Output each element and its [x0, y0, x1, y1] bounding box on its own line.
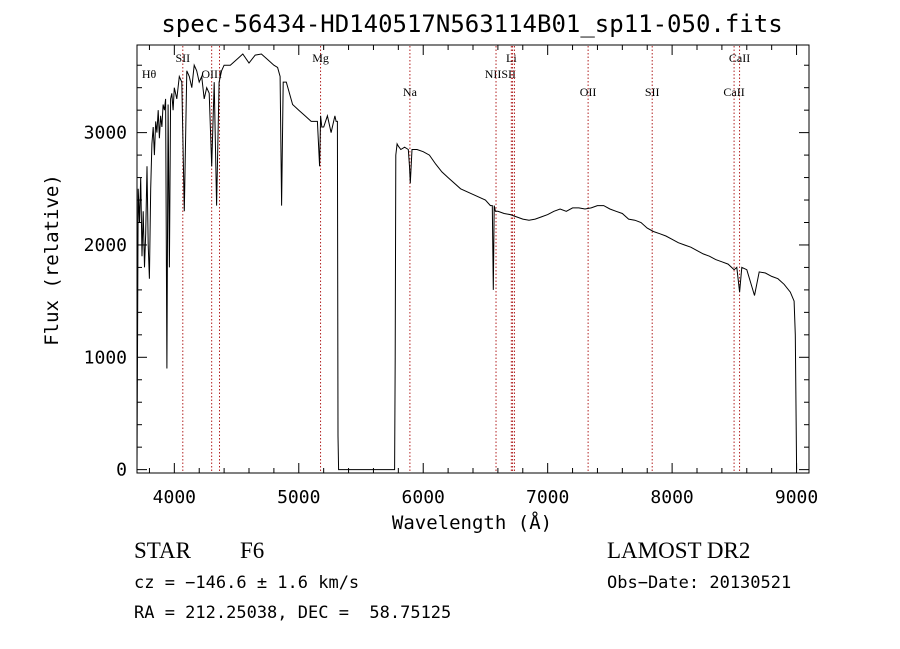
y-axis-label: Flux (relative) — [41, 174, 63, 346]
x-axis: 4000 5000 6000 7000 8000 9000 — [148, 45, 818, 508]
chart-title: spec-56434-HD140517N563114B01_sp11-050.f… — [161, 10, 782, 38]
x-tick-label-6000: 6000 — [402, 487, 445, 508]
spectral-line-label-13: CaII — [729, 51, 750, 65]
series-line-flux — [136, 53, 798, 471]
spectral-line-label-7: NIISII — [485, 67, 516, 81]
plot-frame — [136, 44, 810, 474]
spectral-line-label-5: Na — [403, 85, 418, 99]
y-tick-label-3000: 3000 — [84, 123, 127, 144]
spectral-line-markers: Hθ SII OIII Mg Na Li NIISII OII SII CaII CaII — [142, 46, 750, 472]
radial-velocity: cz = −146.6 ± 1.6 km/s — [134, 573, 360, 593]
series-layer — [136, 53, 798, 471]
spectral-line-label-1: SII — [175, 51, 190, 65]
spectral-line-label-11: OII — [580, 85, 597, 99]
object-class: STAR — [134, 538, 191, 563]
x-tick-label-9000: 9000 — [775, 487, 818, 508]
x-tick-label-8000: 8000 — [650, 487, 693, 508]
x-tick-label-7000: 7000 — [526, 487, 569, 508]
coordinates: RA = 212.25038, DEC = 58.75125 — [134, 603, 452, 623]
y-tick-label-2000: 2000 — [84, 235, 127, 256]
x-tick-label-5000: 5000 — [277, 487, 320, 508]
x-tick-label-4000: 4000 — [153, 487, 196, 508]
spectral-line-label-4: Mg — [312, 51, 329, 65]
spectral-line-label-14: CaII — [723, 85, 744, 99]
x-axis-label: Wavelength (Å) — [392, 511, 552, 534]
spectral-line-label-6: Li — [506, 51, 517, 65]
spectral-line-label-0: Hθ — [142, 67, 157, 81]
spectral-line-label-12: SII — [645, 85, 660, 99]
object-subclass: F6 — [240, 538, 265, 563]
y-tick-label-1000: 1000 — [84, 347, 127, 368]
y-tick-label-0: 0 — [116, 460, 127, 481]
spectral-line-label-2: OIII — [201, 67, 222, 81]
observation-date: Obs−Date: 20130521 — [607, 573, 792, 593]
survey-name: LAMOST DR2 — [607, 538, 751, 563]
y-axis: 0 1000 2000 3000 — [84, 64, 809, 481]
